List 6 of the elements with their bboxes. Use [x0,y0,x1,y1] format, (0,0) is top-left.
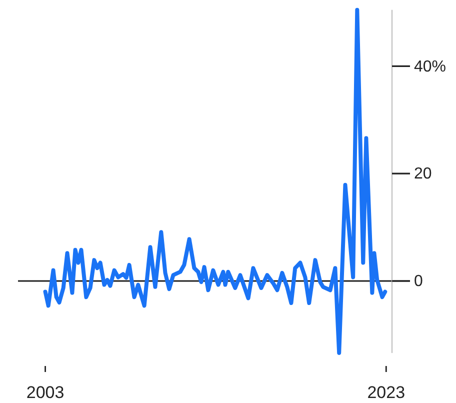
y-tick-label: 40% [414,58,446,76]
y-tick-label: 20 [414,166,432,183]
line-series [43,8,388,355]
y-tick-label: 0 [414,273,423,290]
x-tick-label: 2023 [367,383,406,402]
x-tick-label: 2003 [26,383,64,402]
